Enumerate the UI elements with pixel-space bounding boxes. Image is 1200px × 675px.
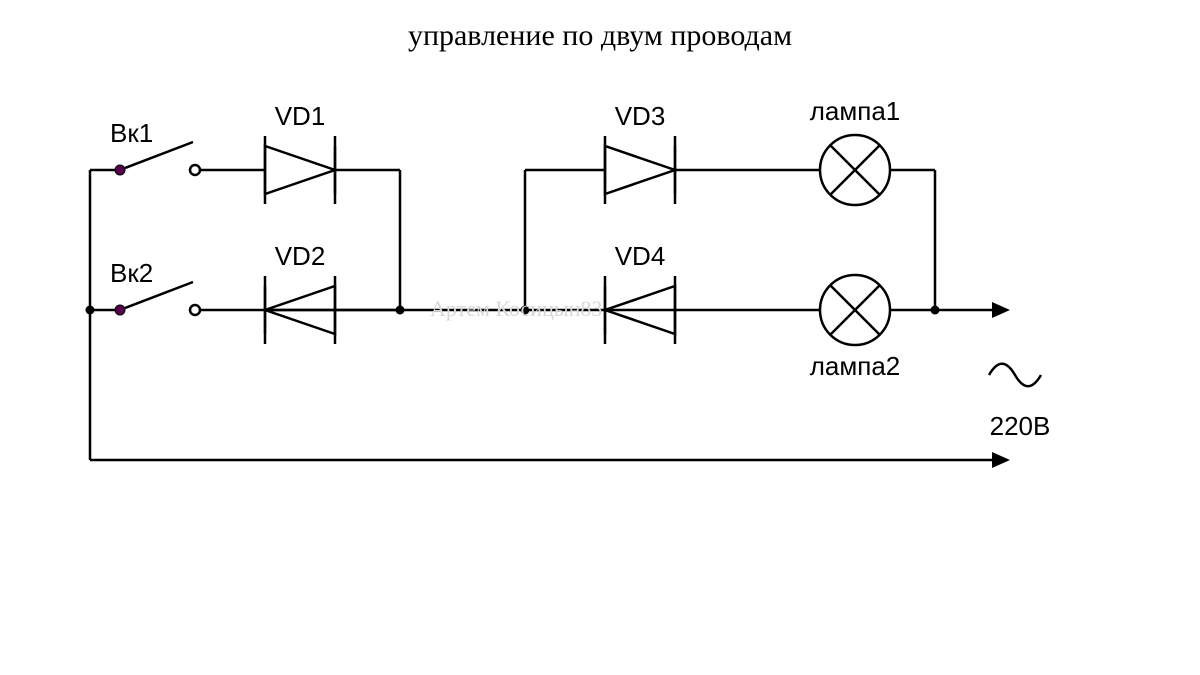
label-vd3: VD3	[615, 101, 666, 131]
label-vd1: VD1	[275, 101, 326, 131]
circuit-schematic: управление по двум проводам Артем Косицын…	[0, 0, 1200, 675]
label-vd4: VD4	[615, 241, 666, 271]
label-sw2: Вк2	[110, 258, 153, 288]
label-voltage: 220В	[990, 411, 1051, 441]
label-lamp1: лампа1	[810, 96, 901, 126]
diagram-title: управление по двум проводам	[408, 19, 792, 52]
label-lamp2: лампа2	[810, 351, 901, 381]
label-sw1: Вк1	[110, 118, 153, 148]
watermark: Артем Косицын83	[430, 296, 602, 321]
label-vd2: VD2	[275, 241, 326, 271]
